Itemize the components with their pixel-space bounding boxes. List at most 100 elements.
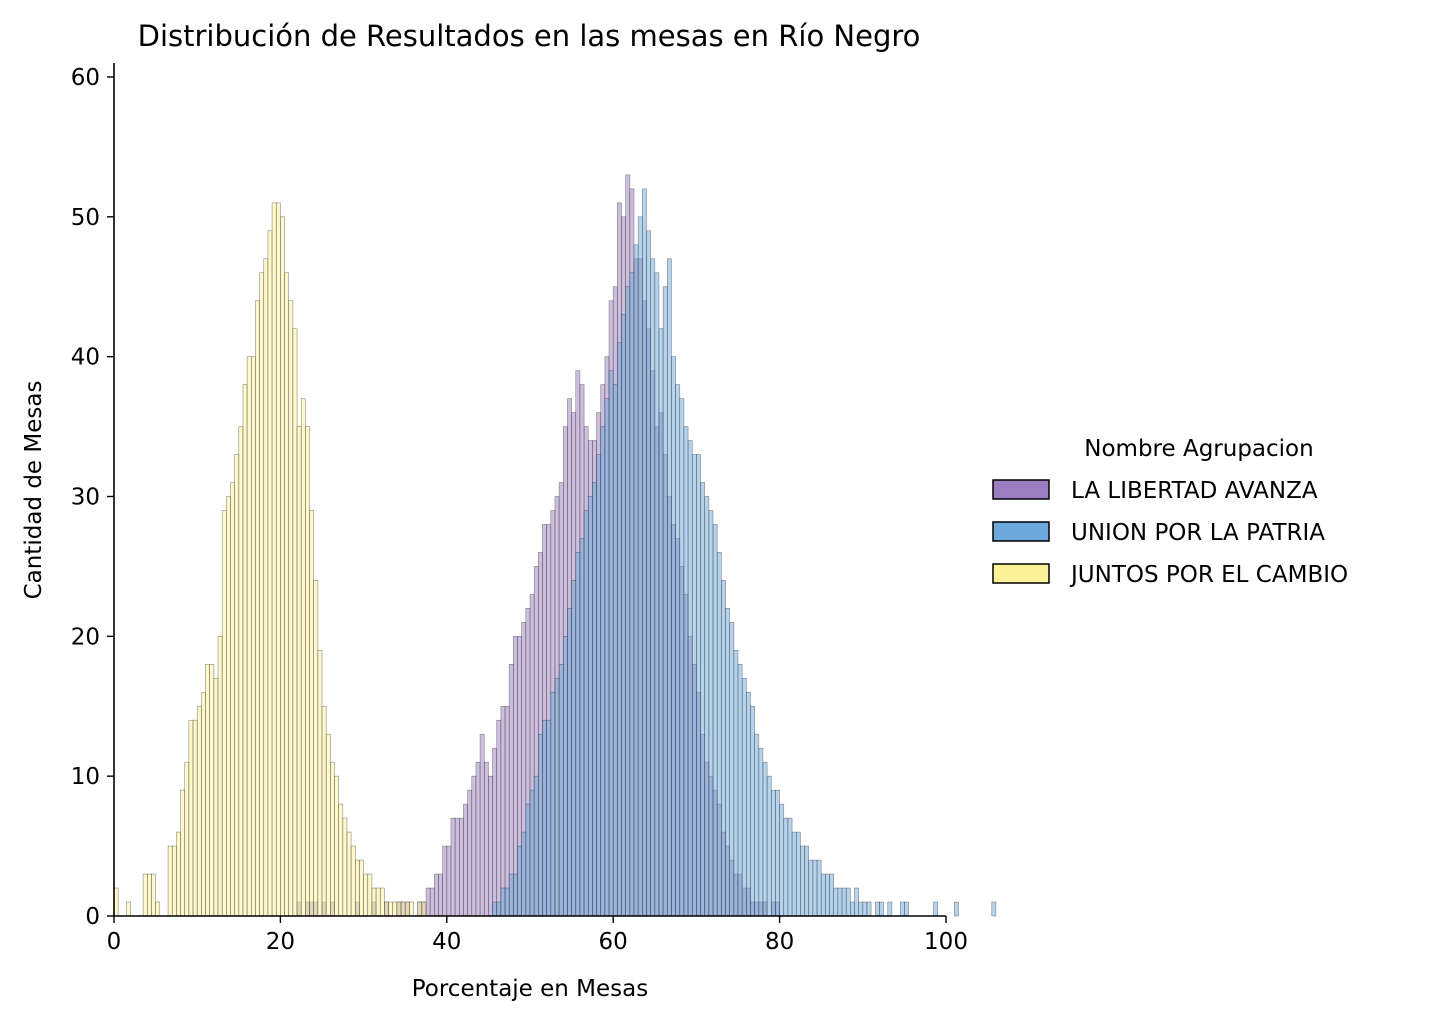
histogram-bar: [226, 496, 231, 917]
histogram-bar: [650, 258, 656, 917]
histogram-bar: [662, 286, 668, 917]
histogram-bar: [862, 901, 868, 917]
histogram-bar: [354, 859, 360, 917]
histogram-bar: [280, 216, 285, 917]
histogram-bar: [687, 440, 693, 917]
histogram-bar: [825, 873, 830, 917]
histogram-bar: [933, 901, 938, 917]
histogram-bar: [429, 887, 435, 917]
histogram-bar: [604, 398, 610, 917]
legend-label: UNION POR LA PATRIA: [1071, 520, 1325, 546]
histogram-bar: [475, 761, 481, 917]
histogram-bar: [837, 887, 843, 917]
y-tick-label: 40: [71, 345, 100, 371]
y-tick-label: 30: [71, 484, 100, 510]
histogram-bar: [666, 258, 672, 917]
histogram-bar: [783, 817, 789, 917]
histogram-bar: [359, 859, 364, 917]
histogram-bar: [317, 650, 323, 917]
histogram-bar: [874, 901, 880, 917]
histogram-bar: [209, 663, 215, 917]
histogram-bar: [899, 901, 905, 917]
legend-label: JUNTOS POR EL CAMBIO: [1069, 562, 1348, 588]
chart-title: Distribución de Resultados en las mesas …: [138, 19, 921, 53]
histogram-bar: [325, 733, 331, 917]
histogram-bar: [388, 901, 394, 917]
histogram-bar: [250, 356, 256, 917]
histogram-bar: [550, 691, 556, 917]
histogram-bar: [804, 845, 810, 917]
histogram-bar: [454, 817, 460, 917]
histogram-bar: [866, 901, 872, 917]
histogram-bar: [396, 901, 402, 917]
histogram-bar: [467, 789, 473, 917]
histogram-bar: [146, 873, 152, 917]
histogram-bar: [525, 803, 531, 917]
x-tick-label: 100: [924, 929, 968, 955]
histogram-bar: [255, 300, 260, 917]
histogram-bar: [538, 733, 543, 917]
histogram-bar: [729, 622, 735, 917]
histogram-bar: [221, 510, 227, 917]
histogram-bar: [704, 496, 710, 917]
histogram-bar: [820, 873, 826, 917]
histogram-bar: [779, 803, 785, 917]
y-tick-label: 60: [71, 65, 100, 91]
histogram-bar: [654, 272, 660, 917]
histogram-bar: [762, 761, 768, 917]
series-2: [113, 202, 427, 917]
histogram-bar: [246, 356, 252, 917]
histogram-bar: [683, 426, 689, 917]
histogram-bar: [812, 859, 818, 917]
histogram-bar: [954, 901, 959, 917]
histogram-bar: [267, 230, 273, 917]
histogram-bar: [737, 663, 743, 917]
histogram-bar: [471, 775, 477, 917]
histogram-bar: [363, 873, 369, 917]
histogram-bar: [392, 901, 398, 917]
x-tick-label: 20: [266, 929, 295, 955]
histogram-bar: [438, 873, 443, 917]
histogram-bar: [180, 789, 186, 917]
histogram-bar: [442, 845, 448, 917]
histogram-bar: [841, 887, 847, 917]
histogram-bar: [629, 272, 635, 917]
histogram-bar: [671, 356, 676, 917]
histogram-bar: [571, 580, 577, 917]
histogram-bar: [184, 761, 190, 917]
histogram-bar: [991, 901, 997, 917]
histogram-bar: [904, 901, 909, 917]
histogram-bar: [488, 775, 493, 917]
x-tick-label: 40: [432, 929, 461, 955]
ticks-layer: 0 20 40 60 80 100 0 10 20 30 40 50 60: [71, 65, 968, 955]
histogram-bar: [542, 719, 547, 917]
histogram-bar: [238, 426, 244, 917]
histogram-bar: [321, 705, 327, 917]
histogram-bar: [450, 817, 456, 917]
histogram-bar: [142, 873, 148, 917]
histogram-bar: [483, 761, 489, 917]
y-tick-label: 0: [85, 904, 100, 930]
histogram-bar: [492, 901, 498, 917]
histogram-bar: [263, 258, 269, 917]
histogram-bar: [513, 873, 518, 917]
histogram-bar: [479, 733, 485, 917]
histogram-bar: [259, 272, 265, 917]
histogram-bar: [575, 552, 581, 917]
histogram-bar: [750, 705, 755, 917]
histogram-bar: [496, 901, 502, 917]
histogram-bar: [554, 677, 560, 917]
histogram-bar: [691, 454, 697, 917]
histogram-bar: [583, 510, 589, 917]
histogram-bar: [795, 831, 801, 917]
histogram-bar: [234, 454, 240, 917]
histogram-bar: [504, 887, 510, 917]
legend-item: JUNTOS POR EL CAMBIO: [992, 562, 1348, 588]
histogram-bar: [646, 230, 651, 917]
histogram-bar: [309, 510, 314, 917]
histogram-bar: [313, 580, 319, 917]
legend-swatch: [992, 521, 1050, 542]
histogram-bar: [887, 901, 893, 917]
